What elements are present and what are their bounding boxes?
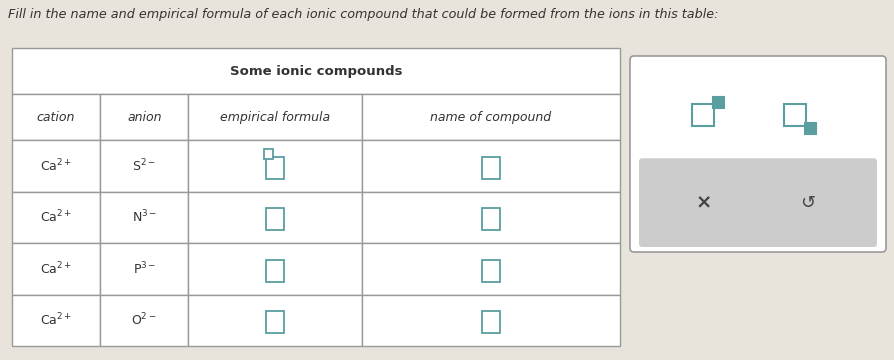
- Bar: [188, 94, 361, 140]
- Text: Ca$^{2+}$: Ca$^{2+}$: [40, 209, 72, 226]
- Bar: [692, 104, 713, 126]
- Bar: [266, 208, 283, 230]
- Bar: [100, 243, 188, 294]
- Bar: [12, 140, 100, 192]
- FancyBboxPatch shape: [629, 56, 885, 252]
- Bar: [712, 96, 723, 108]
- Bar: [481, 260, 499, 282]
- Bar: [803, 122, 815, 134]
- Text: empirical formula: empirical formula: [220, 111, 330, 124]
- Bar: [481, 157, 499, 179]
- Text: O$^{2-}$: O$^{2-}$: [131, 312, 156, 329]
- Bar: [188, 243, 361, 294]
- Text: anion: anion: [127, 111, 161, 124]
- Bar: [188, 294, 361, 346]
- Text: S$^{2-}$: S$^{2-}$: [132, 158, 156, 174]
- Bar: [12, 192, 100, 243]
- Text: ↺: ↺: [799, 194, 814, 212]
- Bar: [12, 294, 100, 346]
- Bar: [361, 94, 620, 140]
- Bar: [188, 140, 361, 192]
- Text: Some ionic compounds: Some ionic compounds: [230, 64, 401, 78]
- Text: P$^{3-}$: P$^{3-}$: [132, 261, 156, 277]
- Text: Ca$^{2+}$: Ca$^{2+}$: [40, 261, 72, 277]
- Text: cation: cation: [37, 111, 75, 124]
- Bar: [100, 192, 188, 243]
- Bar: [264, 149, 273, 159]
- Bar: [12, 48, 620, 94]
- Bar: [361, 192, 620, 243]
- Bar: [481, 208, 499, 230]
- Bar: [100, 140, 188, 192]
- Bar: [266, 311, 283, 333]
- Bar: [100, 294, 188, 346]
- Bar: [12, 94, 100, 140]
- Bar: [266, 260, 283, 282]
- Bar: [188, 192, 361, 243]
- Bar: [100, 94, 188, 140]
- Bar: [361, 243, 620, 294]
- Text: name of compound: name of compound: [430, 111, 551, 124]
- FancyBboxPatch shape: [638, 158, 876, 247]
- Bar: [783, 104, 805, 126]
- Bar: [361, 140, 620, 192]
- Text: N$^{3-}$: N$^{3-}$: [131, 209, 156, 226]
- Bar: [12, 243, 100, 294]
- Text: Fill in the name and empirical formula of each ionic compound that could be form: Fill in the name and empirical formula o…: [8, 8, 718, 21]
- Text: Ca$^{2+}$: Ca$^{2+}$: [40, 312, 72, 329]
- Bar: [481, 311, 499, 333]
- Text: Ca$^{2+}$: Ca$^{2+}$: [40, 158, 72, 174]
- Bar: [361, 294, 620, 346]
- Text: ×: ×: [695, 193, 711, 212]
- Bar: [266, 157, 283, 179]
